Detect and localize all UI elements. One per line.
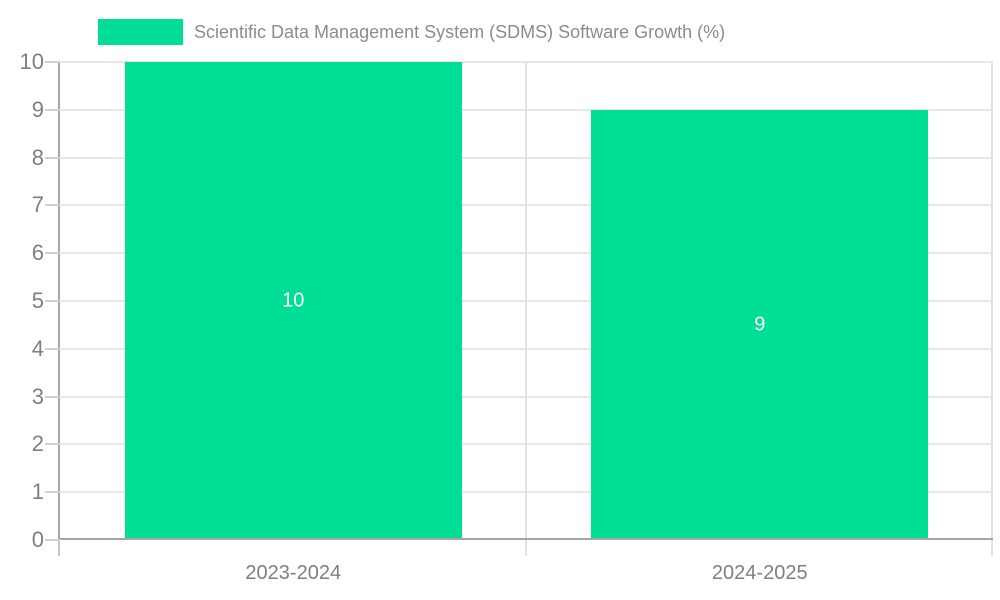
y-tick-mark-6 xyxy=(45,252,60,255)
gridline-y-4 xyxy=(60,347,993,350)
y-tick-label-8: 8 xyxy=(31,144,44,170)
y-axis-extension xyxy=(58,540,60,556)
gridline-y-2 xyxy=(60,443,993,446)
y-tick-label-2: 2 xyxy=(31,431,44,457)
bar-value-label: 10 xyxy=(282,289,305,312)
y-tick-label-4: 4 xyxy=(31,335,44,361)
y-tick-mark-3 xyxy=(45,395,60,398)
gridline-y-7 xyxy=(60,204,993,207)
legend: Scientific Data Management System (SDMS)… xyxy=(98,19,725,45)
y-tick-mark-10 xyxy=(45,61,60,63)
gridline-y-1 xyxy=(60,491,993,494)
gridline-y-9 xyxy=(60,108,993,111)
y-tick-mark-2 xyxy=(45,443,60,446)
y-tick-mark-4 xyxy=(45,347,60,350)
category-separator-2 xyxy=(991,62,993,556)
bar-value-label: 9 xyxy=(754,313,766,336)
y-tick-mark-7 xyxy=(45,204,60,207)
gridline-y-6 xyxy=(60,252,993,255)
plot-area: 10 9 xyxy=(58,61,993,556)
x-tick-label-2024-2025: 2024-2025 xyxy=(711,562,808,584)
y-tick-mark-8 xyxy=(45,156,60,159)
y-tick-label-6: 6 xyxy=(31,240,44,266)
y-tick-label-7: 7 xyxy=(31,192,44,218)
y-tick-label-1: 1 xyxy=(31,479,44,505)
x-tick-label-2023-2024: 2023-2024 xyxy=(245,562,342,584)
y-tick-label-0: 0 xyxy=(31,527,44,552)
gridline-y-5 xyxy=(60,300,993,302)
y-tick-mark-9 xyxy=(45,108,60,111)
bar-2023-2024: 10 xyxy=(124,62,462,540)
legend-swatch xyxy=(98,19,183,45)
gridline-y-10 xyxy=(60,61,993,63)
bar-2024-2025: 9 xyxy=(591,109,929,540)
gridline-y-8 xyxy=(60,156,993,159)
y-tick-label-9: 9 xyxy=(31,96,44,122)
y-tick-label-10: 10 xyxy=(19,49,44,74)
gridline-y-3 xyxy=(60,395,993,398)
legend-label: Scientific Data Management System (SDMS)… xyxy=(194,21,726,42)
y-tick-mark-1 xyxy=(45,491,60,494)
y-tick-mark-5 xyxy=(45,300,60,302)
y-tick-label-3: 3 xyxy=(31,383,44,409)
y-tick-label-5: 5 xyxy=(31,288,44,313)
category-separator-1 xyxy=(524,62,527,556)
x-axis-line xyxy=(58,538,993,540)
y-tick-mark-0 xyxy=(45,539,60,541)
